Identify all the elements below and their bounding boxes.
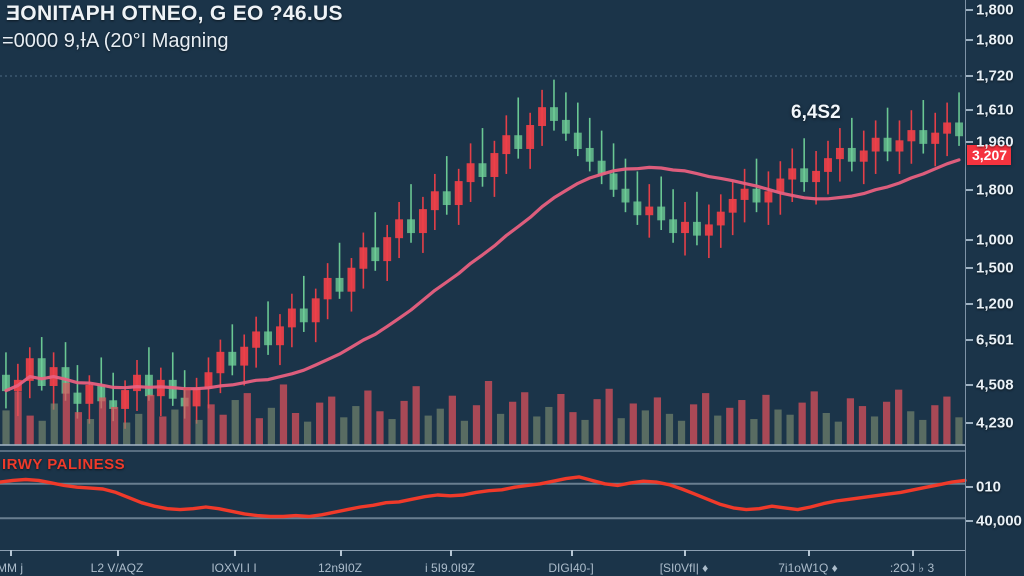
- x-axis-tick: [450, 550, 452, 556]
- price-axis-tick: [966, 75, 973, 77]
- x-axis-label: L2 V/AQZ: [90, 561, 144, 575]
- x-axis-tick: [10, 550, 12, 556]
- x-axis-label: IOXVI.I I: [211, 561, 257, 575]
- symbol-subtitle: =0000 9,ƗA (20°I Magning: [2, 30, 229, 52]
- price-axis-label: 1,720: [976, 67, 1014, 85]
- price-axis-label: 010: [976, 478, 1002, 496]
- price-axis-label: 4,508: [976, 376, 1014, 394]
- x-axis-tick: [117, 550, 119, 556]
- price-axis-tick: [966, 339, 973, 341]
- price-axis-tick: [966, 189, 973, 191]
- price-axis-tick: [966, 9, 973, 11]
- x-axis-tick: [571, 550, 573, 556]
- price-axis-label: 1,610: [976, 101, 1014, 119]
- x-axis-label: [SI0VfI| ♦: [659, 561, 709, 575]
- price-axis-label: 1,200: [976, 295, 1014, 313]
- price-axis-tick: [966, 39, 973, 41]
- price-axis-tick: [966, 520, 973, 522]
- price-axis-label: 1,500: [976, 259, 1014, 277]
- x-axis-label: i 5I9.0I9Z: [424, 561, 476, 575]
- price-annotation: 6,4S2: [791, 102, 841, 123]
- x-axis-label: 7i1oW1Q ♦: [778, 561, 838, 575]
- x-axis-tick: [234, 550, 236, 556]
- symbol-title: ƎONITAPH OTNEO, G EO ?46.US: [6, 2, 343, 25]
- oscillator-pane[interactable]: [0, 450, 967, 550]
- price-axis-tick: [966, 109, 973, 111]
- candlestick-series: [0, 75, 965, 429]
- volume-pane[interactable]: [0, 355, 965, 447]
- price-axis-label: 6,501: [976, 331, 1014, 349]
- price-axis-tick: [966, 422, 973, 424]
- price-axis-tick: [966, 384, 973, 386]
- x-axis-label: DIGI40-]: [548, 561, 594, 575]
- volume-series: [0, 381, 965, 446]
- oscillator-series: [0, 450, 967, 520]
- x-axis-tick: [912, 550, 914, 556]
- current-price-badge: 3,207: [967, 145, 1012, 165]
- price-axis-label: 4,230: [976, 414, 1014, 432]
- x-axis-label: MM j: [0, 561, 23, 575]
- price-axis-tick: [966, 141, 973, 143]
- oscillator-label: IRWY PALINESS: [2, 456, 126, 473]
- x-axis-tick: [340, 550, 342, 556]
- price-axis-tick: [966, 267, 973, 269]
- price-axis-tick: [966, 303, 973, 305]
- x-axis-label: :2OJ ♭ 3: [889, 561, 935, 575]
- price-axis-label: 1,960: [976, 133, 1014, 151]
- x-axis-label: 12n9I0Z: [317, 561, 363, 575]
- price-axis-label: 1,800: [976, 181, 1014, 199]
- x-axis[interactable]: MM j L2 V/AQZ IOXVI.I I 12n9I0Z i 5I9.0I9Z DI…: [0, 550, 965, 576]
- x-axis-tick: [684, 550, 686, 556]
- price-axis-tick: [966, 486, 973, 488]
- price-pane[interactable]: [0, 70, 965, 445]
- x-axis-tick: [808, 550, 810, 556]
- chart-header: ƎONITAPH OTNEO, G EO ?46.US =0000 9,ƗA (…: [0, 0, 1024, 70]
- price-axis[interactable]: 3,207 1,800 1,800 1,720 1,610 1,960 1,800 1,00…: [965, 0, 1024, 576]
- price-axis-label: 1,000: [976, 231, 1014, 249]
- price-axis-label: 1,800: [976, 31, 1014, 49]
- price-axis-label: 40,000: [976, 512, 1022, 530]
- price-axis-tick: [966, 239, 973, 241]
- price-axis-label: 1,800: [976, 1, 1014, 19]
- x-axis-line: [0, 550, 965, 551]
